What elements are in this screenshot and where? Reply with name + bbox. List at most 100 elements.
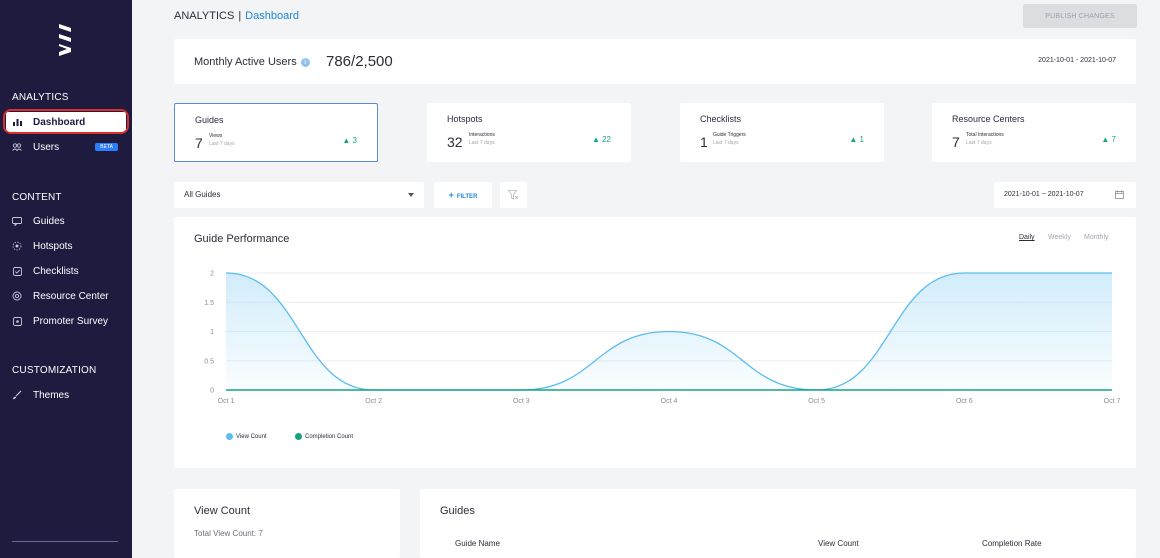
guide-icon (12, 216, 22, 226)
guides-table-title: Guides (440, 505, 475, 517)
stat-title: Hotspots (447, 114, 483, 124)
sidebar-item-hotspots[interactable]: Hotspots (6, 236, 126, 256)
stat-period: Last 7 days (966, 140, 992, 146)
info-icon[interactable]: i (300, 57, 310, 67)
section-title-customization: CUSTOMIZATION (12, 365, 97, 376)
column-header-completion-rate[interactable]: Completion Rate (982, 539, 1042, 548)
x-tick-label: Oct 5 (808, 398, 825, 405)
mau-card: Monthly Active Users i 786/2,500 2021-10-… (174, 39, 1136, 84)
x-tick-label: Oct 2 (365, 398, 382, 405)
calendar-icon (1115, 190, 1124, 199)
mau-label: Monthly Active Users (194, 56, 297, 68)
beta-badge: BETA (95, 143, 118, 151)
legend-label: Completion Count (305, 433, 354, 440)
y-tick-label: 1 (210, 329, 214, 336)
x-tick-label: Oct 3 (513, 398, 530, 405)
checklist-icon (12, 266, 22, 276)
brush-icon (12, 390, 22, 400)
stat-card-hotspots[interactable]: Hotspots 32 Interactions Last 7 days ▲ 2… (427, 103, 631, 162)
stat-delta: ▲ 7 (1101, 135, 1116, 144)
sidebar-item-themes[interactable]: Themes (6, 385, 126, 405)
column-header-guide-name[interactable]: Guide Name (455, 539, 500, 548)
y-tick-label: 1.5 (204, 300, 214, 307)
x-tick-label: Oct 1 (218, 398, 235, 405)
mau-date-range: 2021-10-01 - 2021-10-07 (1038, 57, 1116, 64)
series-line-view-count (225, 272, 1112, 391)
y-tick-label: 2 (210, 271, 214, 278)
legend-label: View Count (236, 433, 267, 440)
sidebar-item-dashboard[interactable]: Dashboard (6, 112, 126, 132)
sidebar-item-label: Guides (33, 215, 65, 227)
stat-card-checklists[interactable]: Checklists 1 Guide Triggers Last 7 days … (680, 103, 884, 162)
x-tick-label: Oct 7 (1104, 398, 1121, 405)
stat-title: Guides (195, 115, 224, 125)
sidebar-divider (12, 541, 118, 542)
filter-button[interactable]: + FILTER (434, 182, 492, 208)
guide-select[interactable]: All Guides (174, 182, 424, 208)
guide-performance-card: Guide Performance Daily Weekly Monthly 2… (174, 217, 1136, 468)
view-count-card: View Count Total View Count: 7 (174, 489, 400, 558)
users-icon (12, 142, 22, 152)
stat-period: Last 7 days (209, 141, 235, 147)
breadcrumb-section: ANALYTICS (174, 10, 235, 22)
stat-metric: Views (209, 133, 223, 139)
stat-delta: ▲ 22 (591, 135, 611, 144)
legend-dot (226, 433, 233, 440)
stat-period: Last 7 days (713, 140, 739, 146)
breadcrumb: ANALYTICS | Dashboard (174, 10, 299, 22)
bar-chart-icon (12, 117, 22, 127)
plus-icon: + (448, 190, 454, 200)
breadcrumb-page[interactable]: Dashboard (245, 10, 299, 22)
column-header-view-count[interactable]: View Count (818, 539, 859, 548)
sidebar-item-label: Checklists (33, 265, 79, 277)
stat-number: 7 (952, 134, 960, 150)
mau-value: 786/2,500 (326, 53, 393, 70)
stat-delta: ▲ 3 (342, 136, 357, 145)
guide-select-value: All Guides (184, 190, 221, 199)
sidebar-item-label: Resource Center (33, 290, 109, 302)
stat-period: Last 7 days (469, 140, 495, 146)
stat-metric: Total Interactions (966, 132, 1004, 138)
legend-dot (295, 433, 302, 440)
clear-filter-button[interactable] (500, 182, 527, 208)
survey-icon (12, 316, 22, 326)
stat-delta: ▲ 1 (849, 135, 864, 144)
sidebar: ANALYTICS Dashboard Users BETA CONTENT G… (0, 0, 132, 558)
guides-table-card: Guides Guide Name View Count Completion … (420, 489, 1136, 558)
mau-label-wrap: Monthly Active Users i (194, 56, 310, 68)
view-count-total: Total View Count: 7 (194, 529, 263, 538)
stat-number: 1 (700, 134, 708, 150)
y-tick-label: 0.5 (204, 358, 214, 365)
sidebar-item-promoter-survey[interactable]: Promoter Survey (6, 311, 126, 331)
sidebar-item-checklists[interactable]: Checklists (6, 261, 126, 281)
stat-card-resource-centers[interactable]: Resource Centers 7 Total Interactions La… (932, 103, 1136, 162)
view-count-title: View Count (194, 505, 251, 517)
legend-item-view-count: View Count (226, 433, 267, 440)
sidebar-item-label: Themes (33, 389, 70, 401)
filter-clear-icon (508, 190, 519, 200)
sidebar-item-users[interactable]: Users BETA (6, 137, 126, 157)
sidebar-item-label: Promoter Survey (33, 315, 109, 327)
performance-title: Guide Performance (194, 233, 290, 245)
sidebar-item-label: Hotspots (33, 240, 73, 252)
section-title-content: CONTENT (12, 192, 62, 203)
stat-metric: Guide Triggers (713, 132, 746, 138)
x-tick-label: Oct 6 (956, 398, 973, 405)
highlight-annotation (3, 109, 129, 134)
filter-label: FILTER (456, 194, 478, 200)
stat-title: Resource Centers (952, 114, 1025, 124)
period-monthly[interactable]: Monthly (1084, 234, 1109, 241)
stat-card-guides[interactable]: Guides 7 Views Last 7 days ▲ 3 (174, 103, 378, 162)
publish-changes-button[interactable]: PUBLISH CHANGES (1023, 4, 1137, 28)
period-daily[interactable]: Daily (1019, 234, 1035, 241)
stat-title: Checklists (700, 114, 742, 124)
sidebar-item-resource-center[interactable]: Resource Center (6, 286, 126, 306)
date-range-picker[interactable]: 2021-10-01 ~ 2021-10-07 (994, 182, 1136, 208)
period-weekly[interactable]: Weekly (1048, 234, 1071, 241)
sidebar-item-label: Dashboard (33, 116, 86, 128)
stat-number: 7 (195, 135, 203, 151)
breadcrumb-separator: | (238, 10, 242, 22)
performance-chart: 2 1.5 1 0.5 0 Oct 1 Oct 2 Oct 3 Oct 4 Oct 5 Oct 6 O… (204, 271, 1121, 406)
sidebar-item-guides[interactable]: Guides (6, 211, 126, 231)
section-title-analytics: ANALYTICS (12, 92, 69, 103)
